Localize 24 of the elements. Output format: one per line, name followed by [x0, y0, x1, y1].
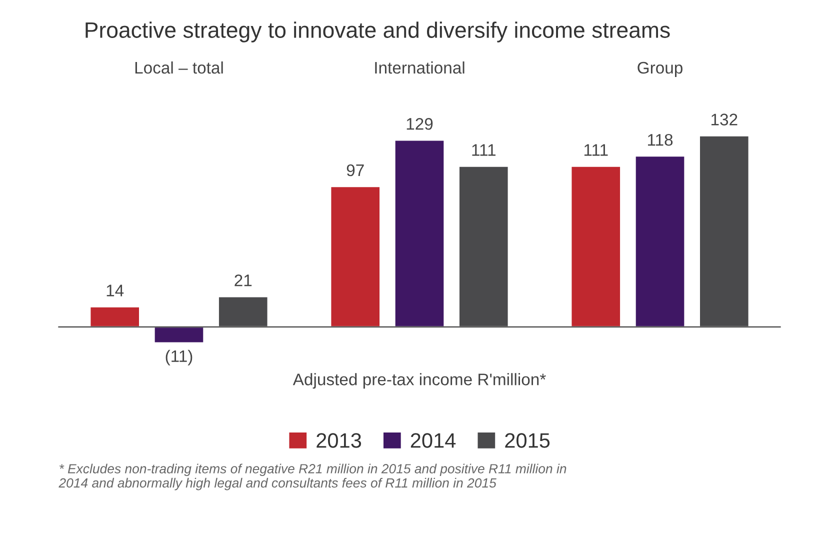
bar	[89, 306, 140, 328]
data-label: 21	[234, 274, 252, 286]
bar	[570, 165, 622, 328]
chart-title: Proactive strategy to innovate and diversify income streams	[86, 22, 670, 42]
x-axis-title: Adjusted pre-tax income R'million*	[292, 373, 546, 389]
data-label: 132	[712, 114, 738, 126]
bar	[394, 139, 446, 328]
bar	[153, 326, 205, 344]
x-tick-label: Group	[638, 62, 682, 77]
data-label: 111	[472, 144, 496, 156]
bar	[330, 186, 381, 328]
x-tick-label: International	[375, 61, 464, 74]
data-label: (11)	[166, 350, 192, 366]
text: * Excludes non-trading items of negative R21 million in 2015 and positive R11 million in 2014 and abnormally high legal and consultants fees of R11 million in 2015	[58, 464, 566, 490]
data-label: 14	[106, 284, 124, 296]
bar	[634, 155, 686, 328]
legend-label: 2014	[410, 433, 456, 448]
x-tick-label: Local – total	[135, 61, 223, 74]
legend-label: 2015	[505, 433, 550, 448]
data-label: 111	[584, 144, 608, 156]
data-label: 118	[648, 134, 673, 146]
data-label: 129	[406, 118, 433, 130]
legend-label: 2013	[316, 433, 362, 448]
data-label: 97	[346, 164, 364, 176]
